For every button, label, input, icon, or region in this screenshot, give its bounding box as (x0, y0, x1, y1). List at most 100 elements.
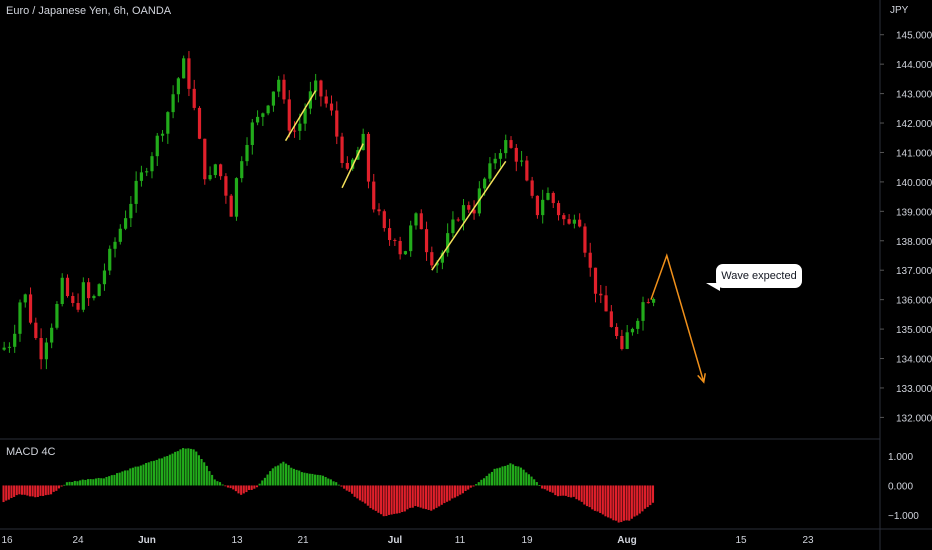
time-tick-label: 19 (521, 535, 533, 546)
macd-bar (438, 485, 441, 507)
macd-tick-label: 1.000 (888, 452, 913, 463)
macd-bar (446, 485, 449, 502)
macd-bar (578, 485, 581, 501)
macd-bar (403, 485, 406, 512)
macd-bar (630, 485, 633, 519)
macd-bar (475, 484, 478, 486)
macd-bar (279, 463, 282, 486)
macd-bar (609, 485, 612, 519)
macd-bar (596, 485, 599, 512)
macd-bar (316, 474, 319, 486)
candle-down (34, 322, 38, 339)
macd-bar (269, 471, 272, 486)
candle-down (393, 240, 397, 242)
candle-up (118, 228, 122, 242)
macd-bar (76, 481, 79, 486)
candle-up (435, 262, 439, 266)
time-tick-label: 16 (1, 535, 13, 546)
macd-bar (319, 475, 322, 486)
macd-bar (131, 467, 134, 486)
macd-bar (395, 485, 398, 514)
candle-down (604, 295, 608, 312)
candle-down (615, 326, 619, 336)
macd-bar (414, 485, 417, 507)
candle-up (630, 328, 635, 333)
macd-bar (229, 485, 232, 489)
drawing-overlays (284, 90, 706, 384)
candle-down (366, 133, 371, 182)
candle-up (314, 80, 318, 92)
macd-bar (467, 485, 470, 490)
candle-up (23, 294, 27, 303)
macd-bar (506, 464, 509, 486)
macd-bar (430, 485, 433, 511)
time-tick-label: Jun (138, 535, 156, 546)
macd-bar (84, 479, 87, 486)
macd-bar (187, 448, 190, 486)
macd-bar (488, 473, 491, 486)
macd-bar (36, 485, 39, 498)
macd-bar (504, 465, 507, 486)
macd-title: MACD 4C (6, 446, 56, 458)
macd-bar (123, 470, 127, 486)
candle-up (641, 302, 645, 321)
macd-bar (588, 485, 591, 508)
candle-up (139, 172, 144, 181)
macd-bar (134, 466, 137, 486)
macd-bar (100, 478, 103, 486)
macd-bar (28, 485, 31, 497)
candle-up (150, 156, 154, 172)
macd-bar (182, 448, 185, 486)
candle-down (599, 293, 603, 296)
price-tick-label: 142.000 (896, 119, 932, 130)
candle-up (81, 282, 85, 310)
macd-bar (160, 458, 163, 486)
candle-down (224, 176, 228, 196)
macd-bar (197, 455, 200, 486)
candle-down (329, 103, 334, 111)
macd-bar (20, 485, 24, 495)
wave-expected-callout[interactable]: Wave expected (716, 264, 802, 288)
candle-up (546, 192, 550, 200)
candle-down (620, 335, 624, 349)
macd-bar (340, 485, 343, 487)
candle-down (382, 211, 386, 229)
candle-down (430, 252, 434, 266)
macd-bar (277, 465, 280, 486)
candle-up (171, 94, 175, 113)
macd-bar (570, 485, 573, 498)
macd-bar (50, 485, 53, 495)
macd-bar (398, 485, 401, 514)
candle-up (160, 133, 165, 136)
candle-up (2, 347, 6, 350)
candle-up (504, 140, 508, 154)
price-tick-label: 133.000 (896, 384, 932, 395)
macd-bar (453, 485, 457, 498)
macd-bar (459, 485, 462, 495)
candle-up (113, 241, 117, 249)
macd-bar (311, 473, 314, 486)
candle-down (467, 205, 471, 210)
macd-bar (86, 479, 90, 486)
macd-bar (622, 485, 625, 521)
price-tick-label: 132.000 (896, 413, 932, 424)
macd-bar (364, 485, 367, 504)
time-tick-label: 13 (231, 535, 243, 546)
macd-bar (290, 467, 293, 486)
candle-up (271, 91, 276, 106)
macd-bar (435, 485, 438, 508)
macd-bar (614, 485, 618, 521)
macd-bar (218, 482, 222, 486)
macd-bar (271, 468, 274, 486)
time-tick-label: 11 (455, 535, 466, 546)
macd-bar (97, 477, 100, 486)
candle-down (39, 338, 43, 360)
macd-bar (385, 485, 388, 517)
price-tick-label: 138.000 (896, 237, 932, 248)
candle-down (398, 240, 402, 255)
macd-bar (184, 448, 187, 486)
macd-bar (353, 485, 356, 497)
price-tick-label: 134.000 (896, 355, 932, 366)
macd-bar (195, 451, 198, 486)
